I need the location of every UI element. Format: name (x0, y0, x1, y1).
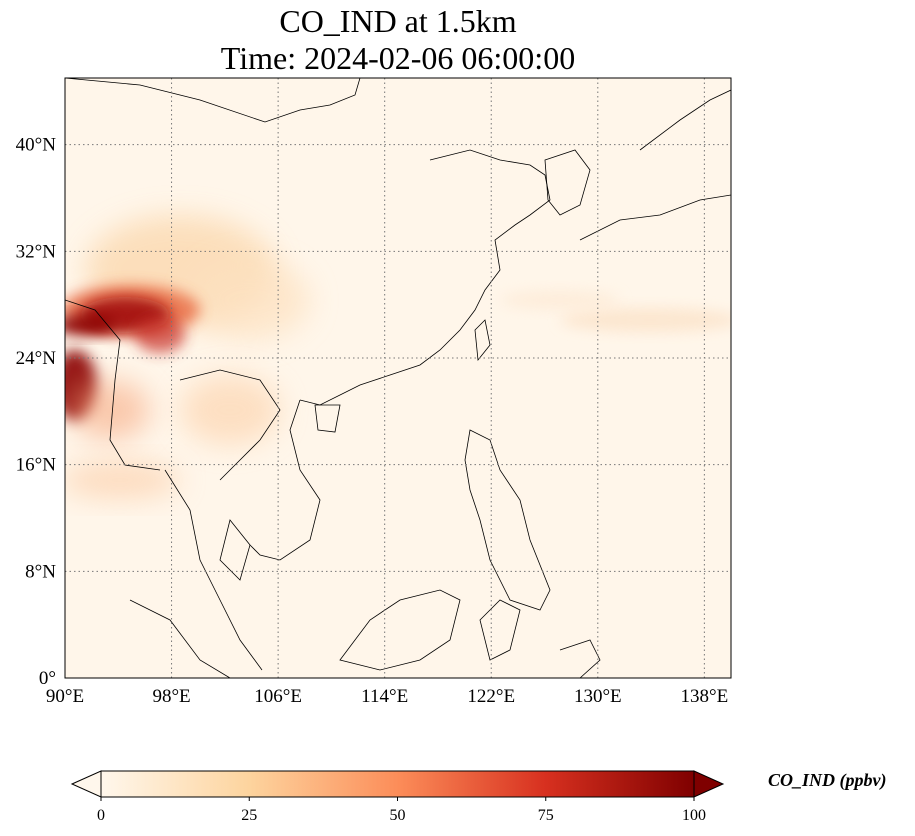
colorbar-tick-label: 25 (241, 807, 257, 824)
lon-tick-label: 106°E (254, 686, 302, 707)
lat-tick-label: 8°N (25, 561, 56, 582)
colorbar-gradient (101, 771, 694, 797)
concentration-plumes (65, 215, 731, 498)
colorbar-tick-label: 75 (538, 807, 554, 824)
lat-tick-label: 0° (39, 668, 56, 689)
colorbar-label: CO_IND (ppbv) (768, 770, 887, 790)
colorbar-ticks: 0 25 50 75 100 (97, 797, 706, 824)
lon-tick-label: 122°E (467, 686, 515, 707)
lon-tick-label: 130°E (574, 686, 622, 707)
colorbar-extend-min (70, 770, 102, 798)
lon-tick-label: 90°E (46, 686, 84, 707)
latitude-tick-labels: 0° 8°N 16°N 24°N 32°N 40°N (16, 135, 57, 689)
lon-tick-label: 98°E (152, 686, 190, 707)
colorbar-extend-max (693, 770, 725, 798)
lon-tick-label: 114°E (361, 686, 408, 707)
gridlines (65, 78, 731, 678)
lat-tick-label: 32°N (16, 241, 57, 262)
map-title-line1: CO_IND at 1.5km (279, 3, 517, 39)
concentration-field-background (65, 78, 731, 678)
coastlines (65, 78, 731, 678)
lat-tick-label: 24°N (16, 348, 57, 369)
lat-tick-label: 40°N (16, 135, 57, 156)
lon-tick-label: 138°E (681, 686, 729, 707)
map-panel (65, 78, 731, 678)
colorbar-tick-label: 50 (390, 807, 406, 824)
colorbar-tick-label: 100 (682, 807, 706, 824)
colorbar: 0 25 50 75 100 (70, 770, 725, 824)
longitude-tick-labels: 90°E 98°E 106°E 114°E 122°E 130°E 138°E (46, 686, 728, 707)
map-frame (64, 77, 732, 679)
colorbar-tick-label: 0 (97, 807, 105, 824)
lat-tick-label: 16°N (16, 455, 57, 476)
map-title-line2: Time: 2024-02-06 06:00:00 (220, 40, 576, 76)
